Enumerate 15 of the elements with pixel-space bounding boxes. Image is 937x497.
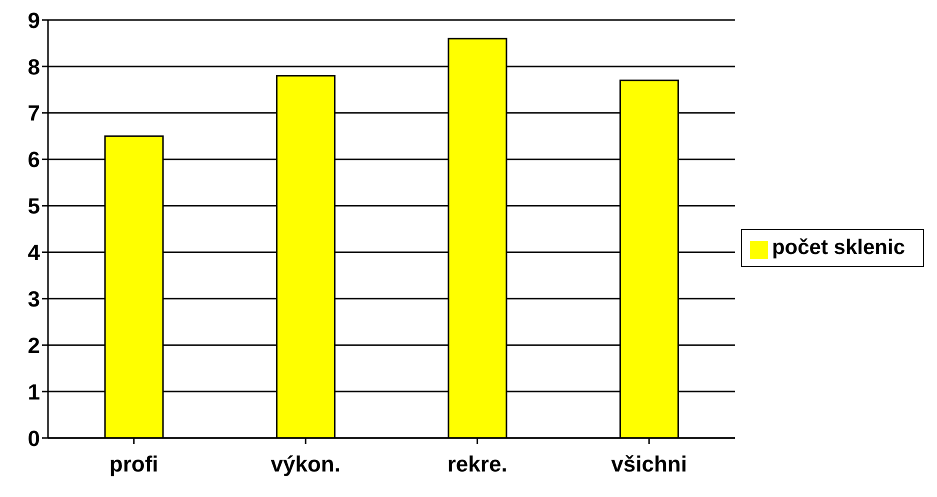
- y-tick-label: 5: [28, 194, 40, 219]
- legend-label: počet sklenic: [772, 236, 905, 259]
- x-tick-label: profi: [109, 452, 158, 477]
- x-tick-label: výkon.: [270, 452, 340, 477]
- y-tick-label: 9: [28, 8, 40, 33]
- y-tick-label: 4: [28, 240, 41, 266]
- y-tick-label: 6: [28, 147, 40, 172]
- y-tick-label: 3: [28, 286, 40, 312]
- y-tick-label: 7: [28, 100, 40, 126]
- x-tick-label: rekre.: [447, 452, 508, 477]
- y-tick-label: 0: [28, 426, 40, 451]
- y-tick-label: 2: [28, 332, 40, 358]
- x-tick-label: všichni: [611, 452, 687, 477]
- y-tick-label: 1: [28, 379, 40, 404]
- y-tick-label: 8: [28, 54, 40, 80]
